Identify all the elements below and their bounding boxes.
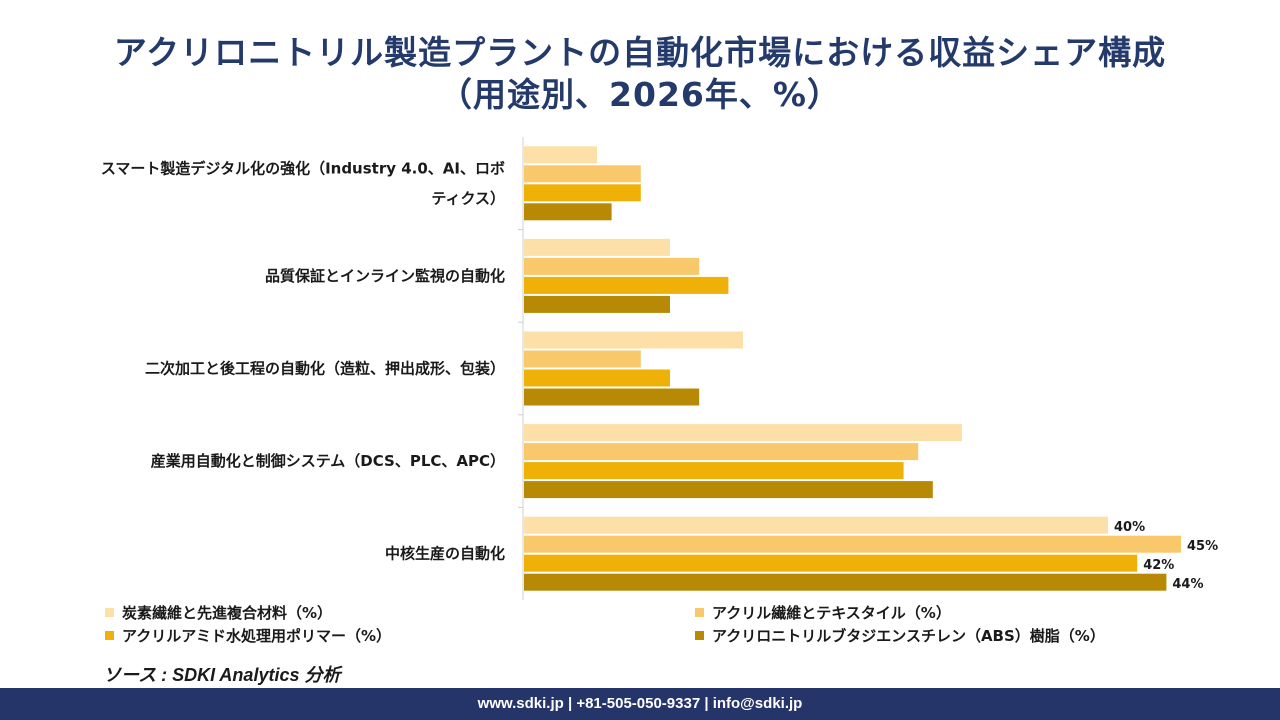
legend-item-3: アクリロニトリルブタジエンスチレン（ABS）樹脂（%） (695, 625, 1105, 646)
legend-swatch (695, 608, 704, 617)
category-label-1: 品質保証とインライン監視の自動化 (265, 267, 505, 285)
bar-2-0 (524, 331, 743, 349)
bar-0-2 (524, 184, 641, 202)
category-label-3: 産業用自動化と制御システム（DCS、PLC、APC） (151, 452, 505, 470)
legend-item-1: アクリル繊維とテキスタイル（%） (695, 602, 951, 623)
bar-2-2 (524, 369, 670, 387)
bar-2-1 (524, 350, 641, 368)
source-note: ソース : SDKI Analytics 分析 (103, 665, 341, 685)
category-label-4: 中核生産の自動化 (385, 545, 505, 563)
legend-item-0: 炭素繊維と先進複合材料（%） (105, 602, 332, 623)
data-label-1: 45% (1187, 539, 1218, 554)
bar-2-3 (524, 388, 700, 406)
legend-label: 炭素繊維と先進複合材料（%） (122, 604, 333, 622)
legend-swatch (105, 631, 114, 640)
bar-0-3 (524, 203, 612, 221)
category-label-0: ティクス） (431, 189, 505, 207)
bar-3-3 (524, 481, 933, 499)
bar-1-1 (524, 257, 700, 275)
chart-title-line1: アクリロニトリル製造プラントの自動化市場における収益シェア構成 (113, 33, 1167, 72)
bar-0-1 (524, 165, 641, 183)
bar-0-0 (524, 146, 597, 164)
bar-3-1 (524, 443, 919, 461)
chart-title-line2: （用途別、2026年、%） (439, 75, 841, 114)
data-label-0: 40% (1114, 520, 1145, 535)
bar-1-3 (524, 295, 670, 313)
data-label-3: 44% (1172, 577, 1203, 592)
legend-item-2: アクリルアミド水処理用ポリマー（%） (105, 625, 391, 646)
category-label-2: 二次加工と後工程の自動化（造粒、押出成形、包装） (145, 360, 505, 378)
bar-3-2 (524, 462, 904, 480)
data-label-2: 42% (1143, 558, 1174, 573)
legend-label: アクリルアミド水処理用ポリマー（%） (122, 627, 391, 645)
legend-label: アクリル繊維とテキスタイル（%） (712, 604, 951, 622)
bar-3-0 (524, 424, 962, 442)
chart-title: アクリロニトリル製造プラントの自動化市場における収益シェア構成 （用途別、202… (0, 32, 1280, 116)
category-label-0: スマート製造デジタル化の強化（Industry 4.0、AI、ロボ (101, 159, 505, 177)
bar-4-2 (524, 554, 1138, 572)
legend-swatch (105, 608, 114, 617)
bar-4-1 (524, 535, 1181, 553)
bar-4-0 (524, 516, 1108, 534)
legend-label: アクリロニトリルブタジエンスチレン（ABS）樹脂（%） (712, 627, 1105, 645)
bar-4-3 (524, 573, 1167, 591)
footer-contact: www.sdki.jp | +81-505-050-9337 | info@sd… (0, 688, 1280, 720)
bar-1-0 (524, 238, 670, 256)
bar-1-2 (524, 276, 729, 294)
legend-swatch (695, 631, 704, 640)
